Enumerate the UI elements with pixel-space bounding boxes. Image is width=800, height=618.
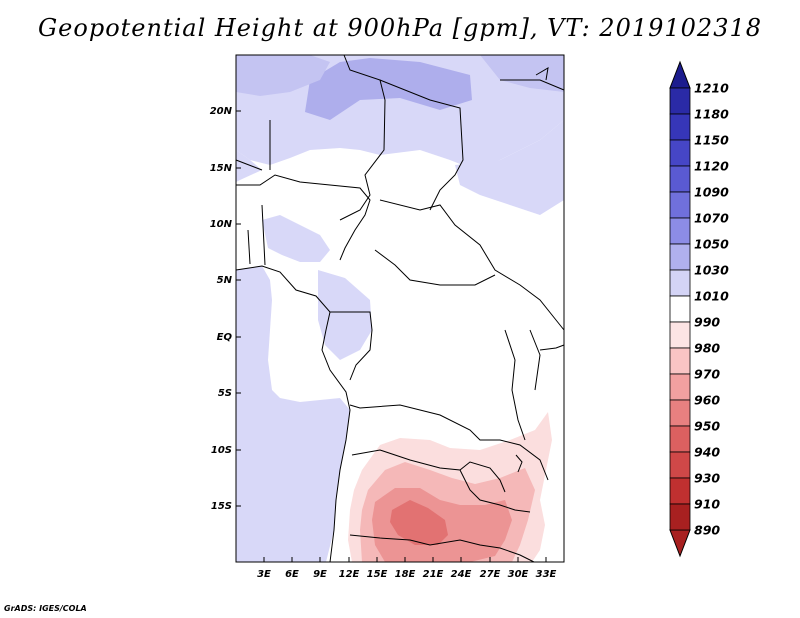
colorbar-label: 970 [694, 367, 720, 382]
map-panel [235, 54, 565, 563]
colorbar-label: 950 [694, 419, 720, 434]
colorbar-swatch [669, 269, 691, 297]
colorbar-swatch [669, 347, 691, 375]
colorbar-swatch [669, 113, 691, 141]
colorbar-label: 980 [694, 341, 720, 356]
lon-label: 6E [285, 569, 299, 580]
lon-label: 21E [423, 569, 444, 580]
lat-label: 5S [218, 388, 232, 399]
colorbar-swatch [669, 399, 691, 427]
colorbar-swatch [669, 165, 691, 193]
colorbar-label: 1120 [694, 159, 729, 174]
colorbar-swatch [669, 243, 691, 271]
lat-label: 15S [211, 501, 232, 512]
high-field-1030-b [480, 55, 564, 92]
lon-axis: 3E 6E 9E 12E 15E 18E 21E 24E 27E 30E 33E [257, 557, 557, 580]
colorbar-swatch [669, 451, 691, 479]
colorbar-swatch [669, 191, 691, 219]
lon-label: 9E [313, 569, 327, 580]
colorbar-swatch [669, 425, 691, 453]
low-field-950 [390, 500, 448, 545]
lat-label: 5N [217, 275, 233, 286]
high-field-nw [236, 150, 262, 182]
colorbar-swatch [669, 217, 691, 245]
lon-label: 27E [480, 569, 501, 580]
lon-label: 33E [536, 569, 557, 580]
colorbar-label: 1010 [694, 289, 729, 304]
lat-label: 10N [210, 219, 233, 230]
colorbar-label: 1150 [694, 133, 729, 148]
lat-label: 20N [210, 106, 233, 117]
colorbar-label: 930 [694, 471, 720, 486]
country-borders [235, 54, 565, 563]
colorbar-label: 990 [694, 315, 720, 330]
colorbar-swatch [669, 87, 691, 115]
coastal-blue-patch [262, 215, 330, 262]
colorbar-label: 1070 [694, 211, 729, 226]
colorbar-top-arrow [669, 60, 691, 89]
colorbar-label: 1090 [694, 185, 729, 200]
colorbar-swatch [669, 477, 691, 505]
grads-credit: GrADS: IGES/COLA [4, 604, 87, 613]
chart-title: Geopotential Height at 900hPa [gpm], VT:… [38, 14, 762, 42]
lat-label: 10S [211, 445, 232, 456]
congo-blue-patch [318, 270, 372, 360]
lat-axis: 20N 15N 10N 5N EQ 5S 10S 15S [210, 106, 241, 512]
colorbar-swatch [669, 321, 691, 349]
colorbar-label: 1180 [694, 107, 729, 122]
high-field-1050 [305, 58, 472, 120]
map-frame [235, 54, 565, 563]
ocean-field-west [236, 266, 350, 562]
colorbar-bottom-arrow [669, 529, 691, 558]
high-field-ne [455, 120, 564, 215]
colorbar-label: 910 [694, 497, 720, 512]
colorbar-swatch [669, 373, 691, 401]
high-field-1030-a [236, 55, 330, 96]
colorbar-label: 940 [694, 445, 720, 460]
lon-label: 30E [508, 569, 529, 580]
lon-label: 24E [451, 569, 472, 580]
lon-label: 15E [367, 569, 388, 580]
colorbar-label: 960 [694, 393, 720, 408]
colorbar-label: 890 [694, 523, 720, 538]
colorbar-swatch [669, 139, 691, 167]
lat-label: 15N [210, 163, 233, 174]
lon-label: 18E [395, 569, 416, 580]
lon-label: 3E [257, 569, 271, 580]
lon-label: 12E [339, 569, 360, 580]
lat-label: EQ [217, 332, 233, 343]
colorbar-swatch [669, 503, 691, 531]
colorbar-swatch [669, 295, 691, 323]
colorbar-label: 1210 [694, 81, 729, 96]
colorbar-label: 1050 [694, 237, 729, 252]
colorbar-label: 1030 [694, 263, 729, 278]
colorbar: 1210 1180 1150 1120 1090 1070 1050 1030 1010 990 9… [669, 60, 729, 558]
